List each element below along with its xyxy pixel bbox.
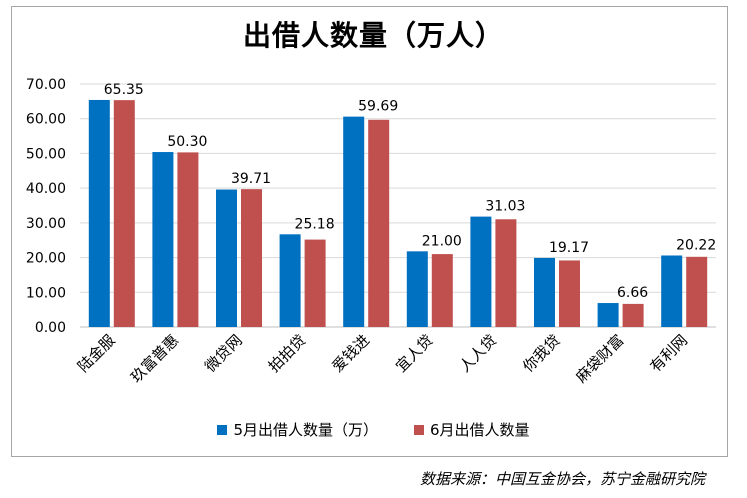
x-tick-label: 人人贷 [456,331,501,376]
bar-may [152,152,174,327]
bar-june [559,260,580,327]
data-label: 39.71 [231,171,271,187]
data-label: 31.03 [485,199,525,215]
bar-may [216,189,237,327]
x-tick-label: 麻袋财富 [572,331,627,386]
data-label: 25.18 [295,216,335,232]
chart-title: 出借人数量（万人） [242,19,504,52]
bar-may [597,303,619,327]
bar-june [686,256,708,327]
bar-june [241,189,262,327]
x-tick-label: 陆金服 [74,331,119,376]
bar-may [88,99,110,328]
legend-label-june: 6月出借人数量 [430,421,530,439]
bar-june [431,254,453,327]
y-tick-label: 50.00 [26,146,66,162]
y-tick-label: 70.00 [26,77,66,93]
data-label: 65.35 [104,82,144,98]
x-tick-label: 微贷网 [201,331,246,376]
x-axis-ticks: 陆金服 玖富普惠 微贷网 拍拍贷 爱钱进 宜人贷 人人贷 你我贷 麻袋财富 有利网 [74,331,691,386]
legend: 5月出借人数量（万） 6月出借人数量 [0,419,747,440]
legend-item-may: 5月出借人数量（万） [217,419,378,440]
x-tick-label: 拍拍贷 [265,331,310,376]
bar-june [495,219,517,327]
bar-may [470,216,492,327]
legend-swatch-june [414,424,424,435]
x-tick-label: 宜人贷 [392,331,437,376]
x-tick-label: 有利网 [646,331,691,376]
y-tick-label: 20.00 [26,251,66,267]
y-tick-label: 40.00 [26,181,66,197]
bar-june [177,152,199,327]
y-axis-ticks: 0.00 10.00 20.00 30.00 40.00 50.00 60.00 70.00 [26,77,66,336]
bar-may [661,255,683,327]
bar-may [279,234,301,327]
data-label: 6.66 [617,285,648,301]
bar-may [406,251,428,327]
bar-june [113,100,135,327]
y-tick-label: 10.00 [26,285,66,301]
legend-swatch-may [217,424,228,435]
bar-june [304,239,326,327]
legend-item-june: 6月出借人数量 [414,419,530,440]
legend-label-may: 5月出借人数量（万） [233,421,378,439]
x-tick-label: 爱钱进 [328,331,373,376]
x-tick-label: 玖富普惠 [127,331,182,386]
data-source-note: 数据来源：中国互金协会，苏宁金融研究院 [419,470,705,488]
bar-may [534,257,555,327]
bar-june [622,303,644,327]
data-label: 20.22 [676,237,716,253]
bar-may [343,116,365,327]
data-label: 19.17 [549,240,589,256]
data-label: 21.00 [422,233,462,249]
bars [88,99,708,328]
y-tick-label: 60.00 [26,112,66,128]
data-label: 59.69 [358,99,398,115]
y-tick-label: 0.00 [35,320,66,336]
data-label: 50.30 [167,134,207,150]
data-labels: 65.35 50.30 39.71 25.18 59.69 21.00 31.03 19.17… [104,82,716,301]
bar-june [368,119,390,327]
x-tick-label: 你我贷 [519,331,564,376]
y-tick-label: 30.00 [26,216,66,232]
